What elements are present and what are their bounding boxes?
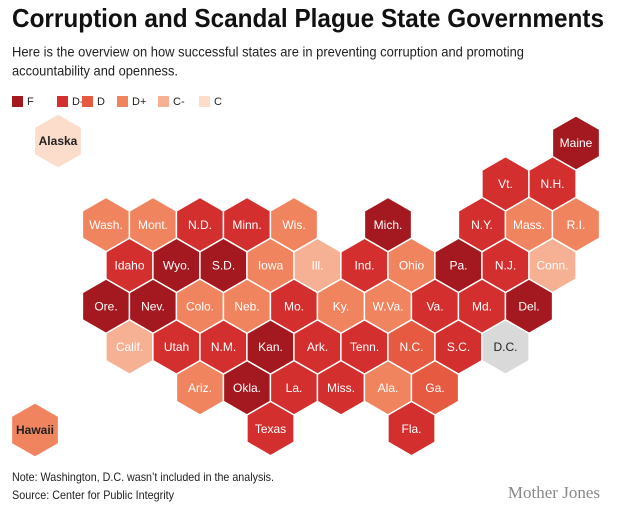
legend-swatch (82, 96, 93, 107)
state-label: N.D. (188, 218, 212, 232)
legend-label: C- (173, 96, 185, 108)
state-label: Vt. (498, 177, 513, 191)
legend: F D- D D+ C- C (12, 96, 222, 108)
state-label: Okla. (233, 381, 261, 395)
state-label: Ala. (378, 381, 399, 395)
legend-label: D+ (132, 96, 146, 108)
state-label: Utah (164, 340, 189, 354)
state-label: Minn. (232, 218, 261, 232)
hex-map: Alaska Maine Vt. N.H. Wash. Mont. N.D. Minn. Wis… (10, 112, 601, 459)
state-label: Mich. (374, 218, 403, 232)
state-label: Miss. (327, 381, 355, 395)
legend-swatch (12, 96, 23, 107)
state-label: Ill. (312, 259, 324, 273)
state-label: Va. (426, 299, 443, 313)
state-label: Maine (560, 136, 593, 150)
state-label: Wyo. (163, 259, 190, 273)
subtitle-line: Here is the overview on how successful s… (12, 44, 524, 60)
legend-label: D- (72, 96, 84, 108)
state-label: Ariz. (188, 381, 212, 395)
state-label: Nev. (141, 299, 165, 313)
legend-swatch (57, 96, 68, 107)
state-label: N.Y. (471, 218, 493, 232)
state-label: Neb. (234, 299, 259, 313)
state-label: Iowa (258, 259, 284, 273)
state-label: S.D. (212, 259, 235, 273)
state-label: N.H. (541, 177, 565, 191)
state-label: Ky. (333, 299, 349, 313)
state-label: Alaska (39, 134, 78, 148)
state-label: Ind. (354, 259, 374, 273)
state-label: S.C. (447, 340, 470, 354)
source: Source: Center for Public Integrity (12, 488, 174, 502)
state-label: Mass. (513, 218, 545, 232)
legend-label: D (97, 96, 105, 108)
state-label: Wis. (282, 218, 305, 232)
state-label: Pa. (449, 259, 467, 273)
legend-swatch (117, 96, 128, 107)
state-label: Ga. (425, 381, 444, 395)
state-label: D.C. (494, 340, 518, 354)
state-label: Conn. (536, 259, 568, 273)
logo: Mother Jones (508, 483, 600, 502)
state-label: Wash. (89, 218, 123, 232)
state-hex (33, 112, 83, 170)
state-label: Tenn. (350, 340, 379, 354)
state-label: Texas (255, 422, 286, 436)
state-label: Ohio (399, 259, 425, 273)
legend-swatch (199, 96, 210, 107)
state-label: N.J. (495, 259, 516, 273)
subtitle-line: accountability and openness. (12, 63, 178, 79)
state-label: Del. (518, 299, 539, 313)
legend-swatch (158, 96, 169, 107)
state-label: Ark. (307, 340, 328, 354)
state-label: Colo. (186, 299, 214, 313)
state-hex (387, 400, 436, 457)
state-label: Ore. (94, 299, 117, 313)
state-hex (10, 401, 60, 459)
state-label: Idaho (114, 259, 144, 273)
state-label: Mont. (138, 218, 168, 232)
note: Note: Washington, D.C. wasn’t included i… (12, 470, 274, 484)
state-label: Fla. (401, 422, 421, 436)
state-label: W.Va. (372, 299, 403, 313)
state-hex (481, 318, 530, 376)
state-label: Calif. (116, 340, 143, 354)
state-label: Mo. (284, 299, 304, 313)
state-label: Md. (472, 299, 492, 313)
state-label: R.I. (567, 218, 586, 232)
state-label: N.M. (211, 340, 236, 354)
state-label: N.C. (400, 340, 424, 354)
state-hex (246, 400, 295, 457)
legend-label: F (27, 96, 34, 108)
state-label: Kan. (258, 340, 283, 354)
state-label: Hawaii (16, 423, 54, 437)
legend-label: C (214, 96, 222, 108)
state-label: La. (286, 381, 303, 395)
title: Corruption and Scandal Plague State Gove… (12, 3, 604, 33)
